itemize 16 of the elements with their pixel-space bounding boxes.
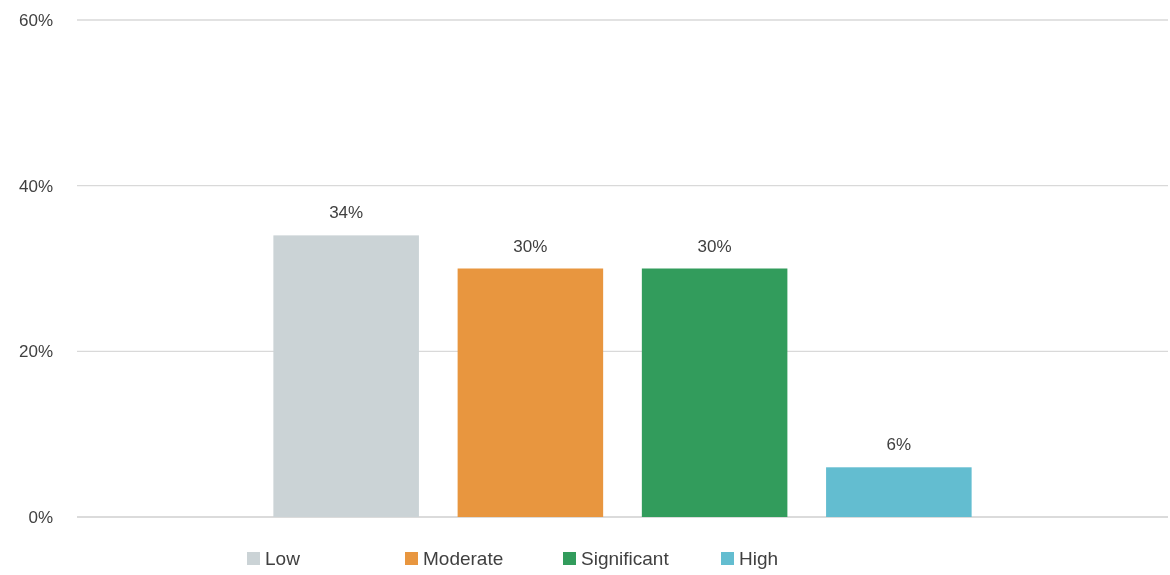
y-tick-label: 0%	[28, 508, 53, 527]
data-label: 30%	[513, 236, 548, 256]
data-label: 30%	[697, 236, 732, 256]
legend-label: Significant	[581, 548, 670, 569]
bar	[641, 268, 788, 517]
y-tick-label: 40%	[18, 176, 53, 196]
y-tick-label: 60%	[18, 11, 53, 30]
data-label: 6%	[886, 435, 912, 455]
legend-label: Moderate	[423, 548, 504, 569]
data-label: 34%	[329, 203, 364, 223]
bar	[826, 467, 972, 517]
legend-label: Low	[265, 548, 301, 569]
bar	[457, 268, 604, 517]
y-tick-label: 20%	[18, 342, 53, 362]
bar	[273, 235, 419, 517]
legend-label: High	[739, 548, 779, 569]
